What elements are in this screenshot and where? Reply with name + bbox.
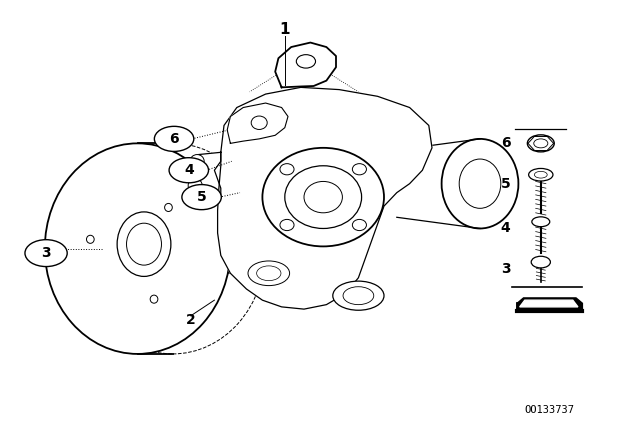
Ellipse shape <box>182 185 221 210</box>
Text: 6: 6 <box>500 136 511 151</box>
Ellipse shape <box>262 148 384 246</box>
Text: 5: 5 <box>500 177 511 191</box>
Ellipse shape <box>527 135 554 152</box>
Ellipse shape <box>257 266 281 280</box>
Text: 4: 4 <box>184 163 194 177</box>
Ellipse shape <box>154 126 194 151</box>
Ellipse shape <box>280 220 294 231</box>
Polygon shape <box>520 300 578 307</box>
Text: 4: 4 <box>500 221 511 236</box>
Text: 2: 2 <box>186 313 196 327</box>
Polygon shape <box>517 298 582 311</box>
Ellipse shape <box>353 220 367 231</box>
Ellipse shape <box>190 155 204 168</box>
Ellipse shape <box>534 139 548 148</box>
Ellipse shape <box>343 287 374 305</box>
Ellipse shape <box>296 55 316 68</box>
Ellipse shape <box>285 166 362 228</box>
Ellipse shape <box>442 139 518 228</box>
Text: 6: 6 <box>169 132 179 146</box>
Ellipse shape <box>333 281 384 310</box>
Ellipse shape <box>531 256 550 268</box>
Text: 3: 3 <box>500 262 511 276</box>
Text: 5: 5 <box>196 190 207 204</box>
Text: 3: 3 <box>41 246 51 260</box>
Ellipse shape <box>534 172 547 178</box>
Ellipse shape <box>532 217 550 227</box>
Ellipse shape <box>252 116 268 129</box>
Ellipse shape <box>45 143 230 354</box>
Ellipse shape <box>280 164 294 175</box>
Polygon shape <box>227 103 288 143</box>
Ellipse shape <box>25 240 67 267</box>
Polygon shape <box>218 87 432 309</box>
Text: 1: 1 <box>280 22 290 37</box>
Ellipse shape <box>127 223 161 265</box>
Ellipse shape <box>304 181 342 213</box>
Ellipse shape <box>86 235 94 243</box>
Ellipse shape <box>353 164 367 175</box>
Ellipse shape <box>169 158 209 183</box>
Ellipse shape <box>188 179 202 192</box>
Text: OO133737: OO133737 <box>524 405 574 415</box>
Ellipse shape <box>460 159 501 208</box>
Ellipse shape <box>117 212 171 276</box>
Ellipse shape <box>164 203 172 211</box>
Ellipse shape <box>150 295 158 303</box>
Ellipse shape <box>248 261 290 286</box>
Polygon shape <box>275 43 336 87</box>
Polygon shape <box>186 152 221 198</box>
Ellipse shape <box>529 168 553 181</box>
